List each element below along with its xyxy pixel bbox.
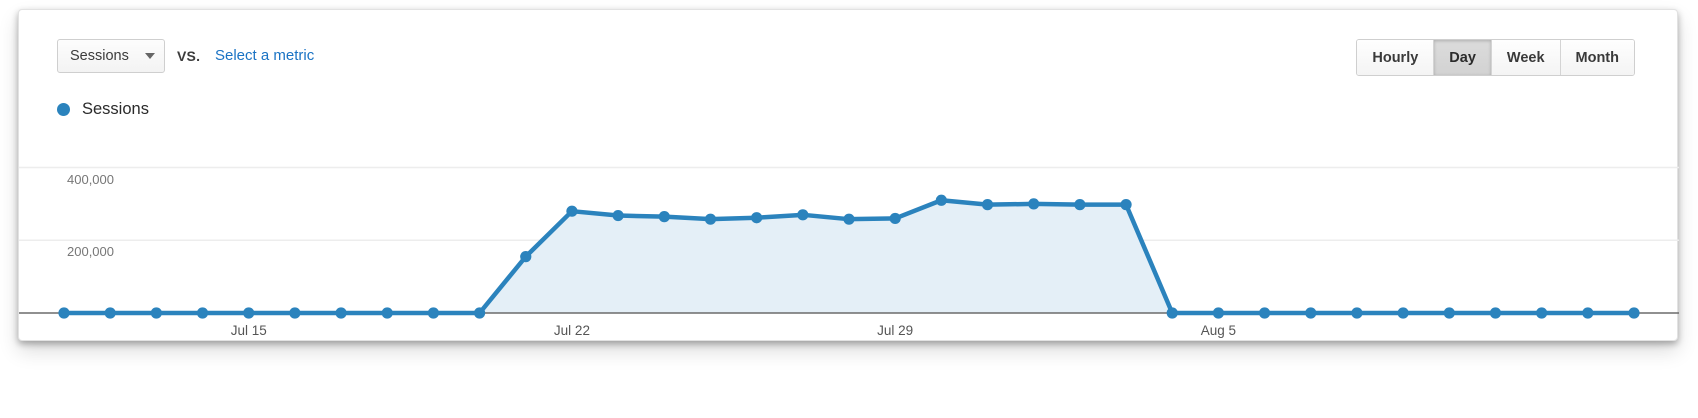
x-axis-tick-label: Jul 15 — [230, 323, 267, 338]
sessions-chart-card: Sessions VS. Select a metric Hourly Day … — [18, 9, 1679, 342]
metric-select-value: Sessions — [70, 48, 129, 64]
legend-dot-icon — [57, 103, 70, 116]
chevron-down-icon — [144, 53, 155, 59]
metric-select-dropdown[interactable]: Sessions — [57, 39, 165, 73]
x-axis-tick-label: Jul 22 — [553, 323, 590, 338]
y-axis-tick-label: 400,000 — [67, 171, 114, 187]
select-a-metric-link[interactable]: Select a metric — [215, 47, 315, 64]
sessions-area-chart[interactable]: 200,000 400,000 Jul 15 Jul 22 Jul 29 Aug 5 — [19, 128, 1679, 342]
granularity-button-group: Hourly Day Week Month — [1356, 39, 1635, 76]
legend-label-sessions: Sessions — [82, 100, 149, 118]
y-axis-tick-label: 200,000 — [67, 244, 114, 260]
vs-label: VS. — [177, 48, 201, 64]
granularity-hourly-button[interactable]: Hourly — [1357, 40, 1435, 75]
granularity-day-button[interactable]: Day — [1434, 40, 1492, 75]
x-axis-tick-label: Jul 29 — [877, 323, 914, 338]
chart-toolbar: Sessions VS. Select a metric Hourly Day … — [19, 10, 1677, 88]
chart-svg — [19, 166, 1679, 319]
x-axis-tick-label: Aug 5 — [1200, 323, 1237, 338]
chart-legend: Sessions — [57, 100, 149, 119]
granularity-month-button[interactable]: Month — [1560, 40, 1634, 75]
granularity-week-button[interactable]: Week — [1491, 40, 1561, 75]
